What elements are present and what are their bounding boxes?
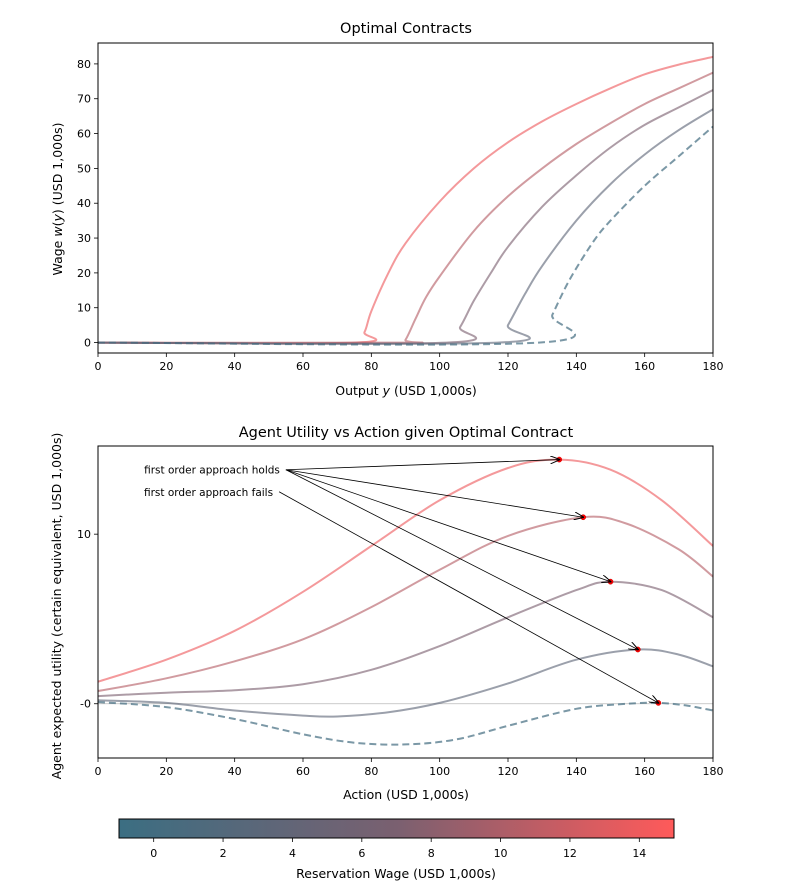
series-line [98, 515, 713, 692]
series-line [98, 458, 713, 683]
x-axis-label: Output y (USD 1,000s) [335, 383, 477, 398]
series-line [98, 71, 713, 344]
tick-layer: 0 20 40 60 80 100 120 140 160 180 -0 10 [77, 528, 724, 778]
y-tick-label: 40 [77, 197, 91, 210]
x-tick-label: 60 [296, 360, 310, 373]
series-line [98, 108, 713, 345]
x-tick-label: 0 [95, 765, 102, 778]
y-axis-label: Wage w(y) (USD 1,000s) [50, 123, 65, 276]
annotation-text: first order approach fails [144, 487, 273, 499]
x-axis-label: Action (USD 1,000s) [343, 787, 469, 802]
y-tick-label: 30 [77, 232, 91, 245]
x-tick-label: 80 [364, 765, 378, 778]
plot-frame [97, 42, 714, 354]
chart-title: Agent Utility vs Action given Optimal Co… [239, 425, 574, 441]
colorbar-tick-label: 10 [494, 847, 508, 860]
y-tick-label: -0 [80, 698, 91, 711]
y-tick-label: 0 [84, 337, 91, 350]
optimum-point [634, 646, 641, 653]
x-tick-label: 80 [364, 360, 378, 373]
series-line [98, 125, 713, 346]
colorbar-tick-label: 6 [358, 847, 365, 860]
colorbar: 0 2 4 6 8 10 12 14 Reservation Wage (USD 1,000s… [118, 818, 675, 881]
colorbar-tick-label: 0 [150, 847, 157, 860]
x-tick-label: 120 [498, 360, 519, 373]
annotation-text: first order approach holds [144, 465, 280, 477]
colorbar-ticks: 0 2 4 6 8 10 12 14 [150, 838, 646, 860]
series-layer [98, 55, 713, 346]
series-line [98, 55, 713, 345]
x-tick-label: 140 [566, 360, 587, 373]
colorbar-tick-label: 2 [220, 847, 227, 860]
series-line [98, 580, 713, 698]
annotation-layer: first order approach holds first order ap… [144, 460, 658, 703]
plot-frame [97, 445, 714, 759]
annotation-arrow [278, 491, 658, 703]
colorbar-tick-label: 4 [289, 847, 296, 860]
x-tick-label: 0 [95, 360, 102, 373]
colorbar-tick-label: 14 [632, 847, 646, 860]
series-layer [98, 456, 713, 746]
agent-utility-chart: Agent Utility vs Action given Optimal Co… [49, 425, 724, 802]
x-tick-label: 160 [634, 765, 655, 778]
optimum-point [655, 700, 662, 706]
x-tick-label: 180 [703, 360, 724, 373]
annotation-arrow [285, 469, 611, 582]
x-tick-label: 20 [159, 765, 173, 778]
y-axis-label: Agent expected utility (certain equivale… [49, 433, 64, 780]
y-tick-label: 10 [77, 528, 91, 541]
y-tick-label: 80 [77, 58, 91, 71]
x-tick-label: 100 [429, 360, 450, 373]
x-tick-label: 140 [566, 765, 587, 778]
x-tick-label: 60 [296, 765, 310, 778]
optimum-point [607, 578, 614, 585]
x-tick-label: 180 [703, 765, 724, 778]
y-tick-label: 70 [77, 93, 91, 106]
series-line [98, 701, 713, 746]
series-line [98, 89, 713, 345]
colorbar-tick-label: 12 [563, 847, 577, 860]
colorbar-label: Reservation Wage (USD 1,000s) [296, 866, 496, 881]
y-tick-label: 50 [77, 162, 91, 175]
chart-title: Optimal Contracts [340, 21, 472, 37]
x-tick-label: 160 [634, 360, 655, 373]
x-tick-label: 120 [498, 765, 519, 778]
x-tick-label: 20 [159, 360, 173, 373]
x-tick-label: 40 [228, 765, 242, 778]
y-tick-label: 10 [77, 302, 91, 315]
y-tick-label: 20 [77, 267, 91, 280]
x-tick-label: 40 [228, 360, 242, 373]
y-tick-label: 60 [77, 128, 91, 141]
annotation-arrow [285, 469, 638, 650]
annotation-arrow [285, 460, 559, 471]
colorbar-gradient [118, 818, 675, 839]
optimal-contracts-chart: Optimal Contracts 0 20 40 60 80 100 120 140 160 1… [50, 21, 724, 398]
annotation-arrow [285, 469, 583, 517]
tick-layer: 0 20 40 60 80 100 120 140 160 180 0 10 20 30 40 50 60 70 8… [77, 58, 724, 373]
x-tick-label: 100 [429, 765, 450, 778]
colorbar-tick-label: 8 [428, 847, 435, 860]
